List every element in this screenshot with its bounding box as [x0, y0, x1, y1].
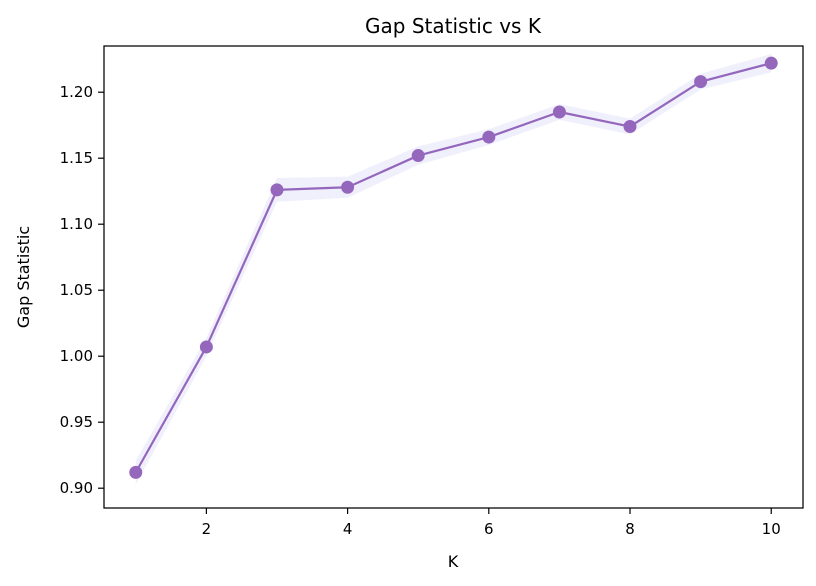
y-axis-label: Gap Statistic [14, 226, 33, 328]
series-line [134, 62, 772, 473]
data-point [411, 149, 425, 163]
series-line-layer [134, 62, 772, 473]
data-point [199, 340, 213, 354]
chart-title: Gap Statistic vs K [365, 14, 542, 38]
x-tick-label: 10 [762, 520, 781, 538]
x-tick-label: 6 [484, 520, 494, 538]
data-point [764, 56, 778, 70]
y-tick-label: 0.95 [60, 413, 93, 431]
y-tick-label: 1.05 [60, 281, 93, 299]
data-point [623, 120, 637, 134]
data-point [482, 130, 496, 144]
x-tick-label: 2 [202, 520, 212, 538]
confidence-band [135, 53, 772, 485]
y-tick-label: 1.15 [60, 149, 93, 167]
data-point [270, 183, 284, 197]
x-axis-label: K [448, 552, 459, 571]
x-axis-ticks: 2 4 6 8 10 [202, 508, 781, 538]
y-tick-label: 1.10 [60, 215, 93, 233]
x-tick-label: 4 [343, 520, 353, 538]
data-point [694, 75, 708, 89]
y-tick-label: 0.90 [60, 479, 93, 497]
data-point [341, 180, 355, 194]
y-tick-label: 1.20 [60, 83, 93, 101]
y-axis-ticks: 0.90 0.95 1.00 1.05 1.10 1.15 1.20 [60, 83, 104, 497]
confidence-band-layer [135, 53, 772, 485]
y-tick-label: 1.00 [60, 347, 93, 365]
data-point-layer [129, 56, 778, 479]
x-tick-label: 8 [625, 520, 635, 538]
data-point [129, 465, 143, 479]
data-point [552, 105, 566, 119]
plot-frame [103, 45, 804, 509]
